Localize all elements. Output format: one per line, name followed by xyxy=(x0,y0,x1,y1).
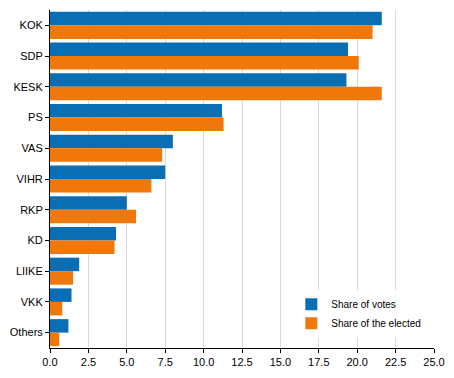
svg-text:2.5: 2.5 xyxy=(81,356,96,368)
svg-text:7.5: 7.5 xyxy=(158,356,173,368)
svg-text:22.5: 22.5 xyxy=(385,356,406,368)
svg-text:KOK: KOK xyxy=(20,19,44,31)
svg-text:0.0: 0.0 xyxy=(42,356,57,368)
svg-text:VKK: VKK xyxy=(21,296,44,308)
svg-text:VAS: VAS xyxy=(22,142,43,154)
svg-text:RKP: RKP xyxy=(20,204,43,216)
svg-text:KESK: KESK xyxy=(13,81,43,93)
svg-text:KD: KD xyxy=(28,234,43,246)
svg-text:VIHR: VIHR xyxy=(17,173,43,185)
svg-text:10.0: 10.0 xyxy=(193,356,214,368)
svg-text:20.0: 20.0 xyxy=(346,356,367,368)
svg-text:25.0: 25.0 xyxy=(423,356,444,368)
svg-text:Share of votes: Share of votes xyxy=(331,299,395,310)
svg-text:5.0: 5.0 xyxy=(119,356,134,368)
svg-text:Share of the elected: Share of the elected xyxy=(331,318,421,329)
svg-text:15.0: 15.0 xyxy=(270,356,291,368)
svg-text:LIIKE: LIIKE xyxy=(16,265,43,277)
svg-text:Others: Others xyxy=(10,326,44,338)
svg-text:PS: PS xyxy=(28,111,43,123)
svg-text:SDP: SDP xyxy=(20,50,43,62)
svg-text:17.5: 17.5 xyxy=(308,356,329,368)
svg-text:12.5: 12.5 xyxy=(231,356,252,368)
